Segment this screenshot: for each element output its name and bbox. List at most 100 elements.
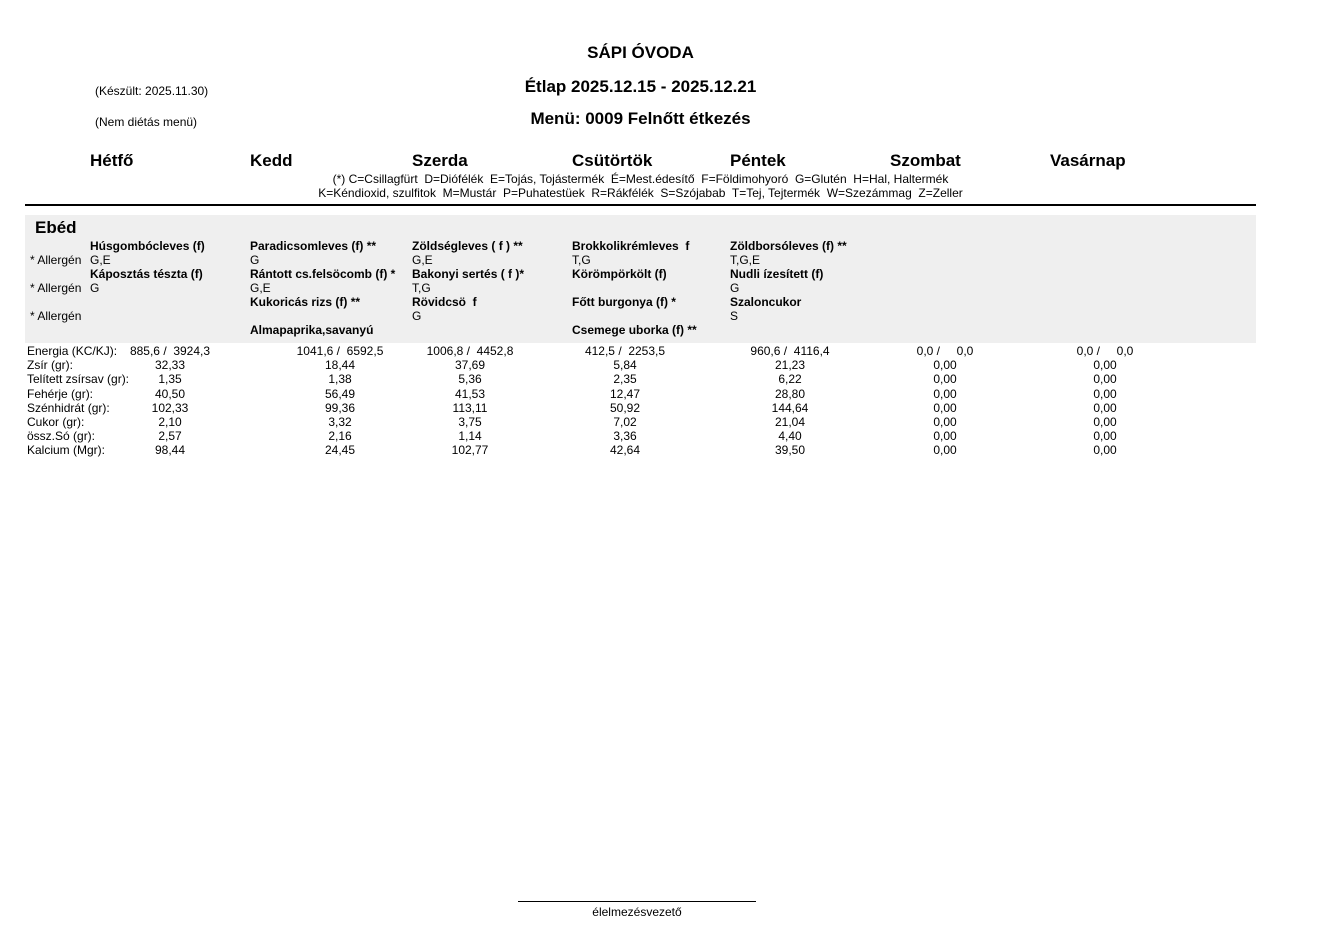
allergen-row-label-1: * Allergén bbox=[30, 253, 82, 267]
nutrition-label-4: Fehérje (gr): bbox=[27, 386, 94, 401]
nutrition-value: 0,00 bbox=[1093, 400, 1117, 415]
allergen-codes bbox=[1050, 253, 1215, 267]
dish-name bbox=[412, 323, 577, 337]
nutrition-value: 2,35 bbox=[613, 372, 637, 387]
nutrition-value: 98,44 bbox=[154, 443, 186, 458]
nutrition-label-1: Energia (KC/KJ): bbox=[27, 344, 118, 358]
dish-name bbox=[890, 239, 1055, 253]
nutrition-label-5: Szénhidrát (gr): bbox=[27, 400, 110, 415]
nutrition-value: 0,00 bbox=[1093, 372, 1117, 387]
day-header-row: Hétfő Kedd Szerda Csütörtök Péntek Szombat Vas… bbox=[0, 151, 1337, 171]
signature-caption: élelmezésvezető bbox=[592, 905, 682, 919]
day-header-2: Kedd bbox=[250, 151, 293, 170]
nutrition-value: 6,22 bbox=[778, 372, 802, 387]
nutrition-value: 0,00 bbox=[933, 358, 957, 373]
nutrition-value: 2,10 bbox=[158, 415, 182, 429]
nutrition-value: 39,50 bbox=[774, 443, 806, 458]
allergen-codes: T,G bbox=[412, 281, 431, 295]
allergen-codes bbox=[572, 309, 737, 323]
signature-line bbox=[518, 901, 756, 902]
nutrition-label-7: össz.Só (gr): bbox=[27, 429, 96, 444]
dish-name: Káposztás tészta (f) bbox=[90, 267, 203, 281]
dish-name bbox=[890, 267, 1055, 281]
dish-name: Rövidcsö f bbox=[412, 295, 477, 309]
day-header-5: Péntek bbox=[730, 151, 786, 170]
allergen-codes: G,E bbox=[412, 253, 433, 267]
meal-column-4: Brokkolikrémleves f T,G Körömpörkölt (f) Fő… bbox=[572, 239, 737, 337]
nutrition-value: 0,00 bbox=[1093, 358, 1117, 373]
nutrition-value: 24,45 bbox=[324, 443, 356, 458]
nutrition-value: 28,80 bbox=[774, 386, 806, 401]
dish-name: Paradicsomleves (f) ** bbox=[250, 239, 377, 253]
day-header-4: Csütörtök bbox=[572, 151, 653, 170]
meal-column-5: Zöldborsóleves (f) ** T,G,E Nudli ízesítet… bbox=[730, 239, 895, 337]
dish-name: Rántott cs.felsöcomb (f) * bbox=[250, 267, 396, 281]
dish-name: Zöldborsóleves (f) ** bbox=[730, 239, 847, 253]
nutrition-value: 113,11 bbox=[452, 400, 488, 415]
day-header-1: Hétfő bbox=[90, 151, 134, 170]
nutrition-label-6: Cukor (gr): bbox=[27, 415, 85, 429]
allergen-row-label-2: * Allergén bbox=[30, 281, 82, 295]
nutrition-value: 0,00 bbox=[933, 400, 957, 415]
allergen-codes bbox=[250, 309, 415, 323]
school-title: SÁPI ÓVODA bbox=[587, 43, 694, 62]
dish-name: Körömpörkölt (f) bbox=[572, 267, 667, 281]
nutrition-value: 102,33 bbox=[151, 400, 189, 415]
dish-name: Almapaprika,savanyú bbox=[250, 323, 374, 337]
allergen-codes bbox=[890, 253, 1055, 267]
header-divider-line bbox=[25, 204, 1256, 206]
nutrition-label-8: Kalcium (Mgr): bbox=[27, 443, 106, 458]
lunch-section-background bbox=[25, 215, 1256, 343]
nutrition-value: 412,5 / 2253,5 bbox=[584, 344, 666, 358]
dish-name bbox=[90, 323, 255, 337]
allergen-codes: G bbox=[730, 281, 740, 295]
nutrition-value: 0,00 bbox=[933, 372, 957, 387]
meal-column-7 bbox=[1050, 239, 1215, 337]
nutrition-value: 99,36 bbox=[324, 400, 356, 415]
nutrition-value: 0,0 / 0,0 bbox=[916, 344, 974, 358]
nutrition-value: 7,02 bbox=[613, 415, 637, 429]
nutrition-value: 1006,8 / 4452,8 bbox=[426, 344, 514, 358]
dish-name: Zöldségleves ( f ) ** bbox=[412, 239, 523, 253]
nutrition-value: 40,50 bbox=[154, 386, 186, 401]
created-date-note: (Készült: 2025.11.30) bbox=[95, 84, 209, 98]
nutrition-value: 885,6 / 3924,3 bbox=[129, 344, 211, 358]
dish-name bbox=[1050, 323, 1215, 337]
allergen-codes bbox=[90, 309, 255, 323]
allergen-codes: G,E bbox=[250, 281, 271, 295]
nutrition-value: 3,36 bbox=[613, 429, 637, 444]
dish-name: Nudli ízesített (f) bbox=[730, 267, 824, 281]
nutrition-value: 0,0 / 0,0 bbox=[1076, 344, 1134, 358]
dish-name bbox=[730, 323, 895, 337]
allergen-codes: S bbox=[730, 309, 739, 323]
nutrition-value: 41,53 bbox=[454, 386, 486, 401]
nutrition-value: 42,64 bbox=[609, 443, 641, 458]
nutrition-value: 2,57 bbox=[158, 429, 182, 444]
meal-column-3: Zöldségleves ( f ) ** G,E Bakonyi sertés (… bbox=[412, 239, 577, 337]
nutrition-value: 0,00 bbox=[933, 429, 957, 444]
allergen-codes: T,G,E bbox=[730, 253, 761, 267]
meal-column-2: Paradicsomleves (f) ** G Rántott cs.felsöc… bbox=[250, 239, 415, 337]
dish-name: Kukoricás rizs (f) ** bbox=[250, 295, 361, 309]
nutrition-value: 0,00 bbox=[1093, 386, 1117, 401]
nutrition-value: 32,33 bbox=[154, 358, 186, 373]
dish-name: Főtt burgonya (f) * bbox=[572, 295, 676, 309]
dish-name: Csemege uborka (f) ** bbox=[572, 323, 697, 337]
nutrition-value: 5,84 bbox=[613, 358, 637, 373]
dish-name: Húsgombócleves (f) bbox=[90, 239, 205, 253]
allergen-codes bbox=[1050, 309, 1215, 323]
nutrition-value: 1,38 bbox=[328, 372, 352, 387]
allergen-codes: T,G bbox=[572, 253, 591, 267]
nutrition-value: 21,23 bbox=[774, 358, 806, 373]
nutrition-value: 2,16 bbox=[328, 429, 352, 444]
lunch-section-title: Ebéd bbox=[35, 218, 77, 237]
allergen-codes: G bbox=[250, 253, 260, 267]
menu-period-title: Étlap 2025.12.15 - 2025.12.21 bbox=[524, 77, 757, 96]
allergen-codes bbox=[572, 281, 737, 295]
nutrition-value: 18,44 bbox=[324, 358, 356, 373]
diet-note: (Nem diétás menü) bbox=[95, 115, 198, 129]
day-header-3: Szerda bbox=[412, 151, 468, 170]
dish-name bbox=[1050, 267, 1215, 281]
nutrition-value: 21,04 bbox=[774, 415, 806, 429]
allergen-codes bbox=[890, 281, 1055, 295]
